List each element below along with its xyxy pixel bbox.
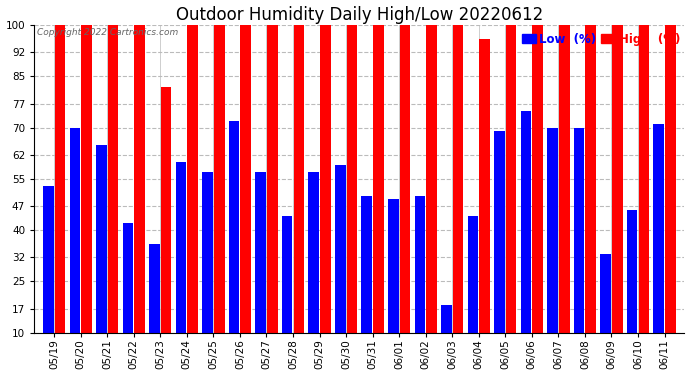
Bar — [653, 124, 664, 333]
Bar — [240, 25, 251, 333]
Bar — [293, 25, 304, 333]
Bar — [135, 25, 145, 333]
Bar — [149, 244, 160, 333]
Bar — [70, 128, 80, 333]
Bar — [453, 25, 464, 333]
Bar — [468, 216, 478, 333]
Bar — [282, 216, 293, 333]
Bar — [123, 223, 133, 333]
Bar — [202, 172, 213, 333]
Bar — [494, 131, 505, 333]
Bar — [43, 186, 54, 333]
Bar — [362, 196, 372, 333]
Bar — [388, 200, 399, 333]
Bar — [400, 25, 411, 333]
Bar — [574, 128, 584, 333]
Bar — [415, 196, 425, 333]
Bar — [96, 145, 107, 333]
Bar — [308, 172, 319, 333]
Bar — [255, 172, 266, 333]
Bar — [426, 25, 437, 333]
Bar — [585, 25, 596, 333]
Title: Outdoor Humidity Daily High/Low 20220612: Outdoor Humidity Daily High/Low 20220612 — [176, 6, 543, 24]
Bar — [480, 39, 490, 333]
Bar — [638, 25, 649, 333]
Bar — [627, 210, 638, 333]
Bar — [533, 25, 543, 333]
Legend: Low  (%), High  (%): Low (%), High (%) — [517, 28, 685, 50]
Bar — [267, 25, 277, 333]
Bar — [373, 25, 384, 333]
Bar — [559, 25, 569, 333]
Bar — [55, 25, 66, 333]
Bar — [229, 121, 239, 333]
Text: Copyright 2022 Cartronics.com: Copyright 2022 Cartronics.com — [37, 28, 179, 37]
Bar — [214, 25, 224, 333]
Bar — [506, 25, 516, 333]
Bar — [521, 111, 531, 333]
Bar — [600, 254, 611, 333]
Bar — [547, 128, 558, 333]
Bar — [320, 25, 331, 333]
Bar — [188, 25, 198, 333]
Bar — [108, 25, 119, 333]
Bar — [441, 305, 452, 333]
Bar — [176, 162, 186, 333]
Bar — [665, 25, 676, 333]
Bar — [612, 25, 622, 333]
Bar — [161, 87, 171, 333]
Bar — [346, 25, 357, 333]
Bar — [335, 165, 346, 333]
Bar — [81, 25, 92, 333]
